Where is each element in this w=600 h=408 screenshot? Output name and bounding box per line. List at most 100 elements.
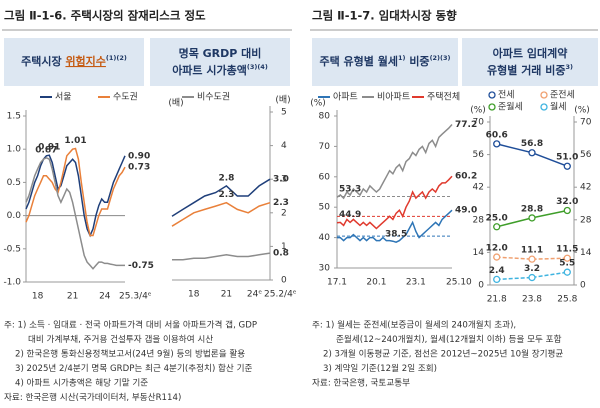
header-box (4, 38, 144, 86)
point (493, 275, 501, 284)
value-label: 44.9 (339, 210, 361, 220)
point (493, 253, 501, 261)
note: 3) 계약일 기준(12월 2일 조회) (323, 362, 437, 374)
y-tick-label: 14 (473, 248, 485, 258)
value-label: 0.87 (35, 145, 57, 155)
value-label: -0.75 (128, 261, 154, 271)
y-tick-label: 3 (281, 175, 287, 185)
y-unit: (%) (310, 99, 326, 109)
value-label: 60.2 (455, 172, 477, 182)
value-label: 0.8 (273, 249, 289, 259)
value-label: 2.3 (273, 198, 289, 208)
header-text: 아파트 시가총액 (172, 63, 247, 77)
y-tick-label: 42 (580, 183, 591, 193)
y-tick-label: 28 (473, 215, 485, 225)
chart-header: 아파트 임대계약 (493, 46, 568, 60)
x-tick-label: 25.2/4ᵉ (264, 290, 297, 300)
header-sup: (1)(2) (106, 54, 127, 62)
y-unit: (배) (168, 98, 183, 109)
value-label: 25.0 (486, 213, 508, 223)
note: 3) 2025년 2/4분기 명목 GRDP는 최근 4분기(추정치) 합산 기… (15, 363, 252, 374)
series-line (336, 175, 453, 230)
value-label: 11.1 (521, 246, 543, 256)
header-text: 아파트 임대계약 (493, 46, 568, 60)
note: 대비 가계부채, 주거용 건설투자 갭을 이용하여 시산 (28, 333, 213, 345)
value-label: 51.0 (556, 153, 578, 163)
y-tick-label: 4 (281, 141, 287, 151)
header-box (150, 38, 290, 86)
series-line (172, 252, 271, 261)
point (528, 255, 536, 263)
chart-header: 주택시장 위험지수(1)(2) (21, 54, 127, 68)
header-sup: (2)(3) (430, 54, 451, 62)
chart-header: 아파트 시가총액(3)(4) (172, 63, 268, 77)
value-label: 2.4 (489, 266, 505, 276)
x-tick-label: 25.3/4ᵉ (119, 292, 152, 302)
y-tick-label: 40 (319, 233, 331, 243)
y-tick-label: 70 (319, 142, 331, 152)
value-label: 77.2 (455, 120, 477, 130)
x-tick-label: 25.10 (446, 278, 472, 288)
chart-header: 명목 GRDP 대비 (179, 46, 262, 60)
legend-label: 월세 (550, 101, 567, 113)
x-tick-label: 25.8 (557, 295, 577, 305)
figure-title: 그림 Ⅱ-1-6. 주택시장의 잠재리스크 정도 (4, 9, 206, 23)
y-tick-label: 30 (319, 264, 331, 274)
y-tick-label: -1.0 (3, 278, 21, 288)
y-tick-label: 0.0 (7, 211, 22, 221)
y-tick-label: 56 (473, 150, 485, 160)
point (528, 149, 536, 157)
legend-label: 준전세 (550, 90, 575, 101)
legend-marker (488, 103, 496, 111)
series-line (171, 178, 271, 217)
x-tick-label: 21 (221, 290, 232, 300)
value-label: 0.73 (128, 163, 150, 173)
legend-marker (488, 91, 496, 99)
value-label: 60.6 (486, 130, 508, 140)
x-tick-label: 23.1 (406, 278, 426, 288)
legend-label: 비아파트 (377, 92, 410, 103)
value-label: 56.8 (521, 139, 543, 149)
header-text: 주택시장 (21, 54, 65, 68)
note: 준월세(12~240개월치), 월세(12개월치 이하) 등을 모두 포함 (336, 333, 562, 345)
point (528, 273, 536, 282)
x-tick-label: 20.1 (366, 278, 386, 288)
note: 주: 1) 월세는 준전세(보증금이 월세의 240개월치 초과), (312, 319, 516, 331)
point (563, 268, 571, 276)
value-label: 2.3 (218, 190, 234, 200)
header-sup: 1) (398, 54, 406, 62)
y-tick-label: 14 (580, 248, 592, 258)
note: 4) 아파트 시가총액은 해당 기말 기준 (15, 377, 148, 389)
series-line (25, 147, 126, 237)
y-tick-label: 2 (281, 208, 287, 218)
point (493, 223, 501, 231)
x-tick-label: 21 (67, 292, 78, 302)
value-label: 3.0 (273, 175, 289, 185)
x-tick-label: 21.8 (487, 295, 507, 305)
y-tick-label: 70 (580, 118, 592, 128)
value-label: 11.5 (556, 245, 578, 255)
y-tick-label: 42 (473, 183, 484, 193)
x-tick-label: 18 (188, 290, 200, 300)
legend-label: 서울 (55, 92, 72, 103)
value-label: 12.0 (486, 244, 508, 254)
point (563, 206, 571, 215)
legend-label: 준월세 (498, 101, 523, 113)
value-label: 5.5 (559, 259, 575, 269)
note: 2) 한국은행 통화신용정책보고서(24년 9월) 등의 방법론을 활용 (15, 348, 245, 360)
chart-header: 주택 유형별 월세1) 비중(2)(3) (319, 54, 450, 68)
y-tick-label: 0 (478, 281, 484, 291)
value-label: 3.2 (524, 264, 540, 274)
chart-header: 유형별 거래 비중3) (487, 63, 573, 77)
x-tick-label: 23.8 (522, 295, 542, 305)
y-tick-label: 28 (580, 215, 592, 225)
value-label: 38.5 (385, 230, 407, 240)
y-tick-label: 60 (319, 172, 331, 182)
value-label: 32.0 (556, 197, 578, 207)
note: 주: 1) 소득 · 임대료 · 전국 아파트가격 대비 서울 아파트가격 갭,… (4, 319, 257, 331)
value-label: 49.0 (455, 206, 477, 216)
legend-label: 주택전체 (427, 92, 460, 103)
series-line (25, 156, 125, 270)
y-tick-label: -0.5 (3, 244, 21, 254)
point (563, 254, 571, 262)
